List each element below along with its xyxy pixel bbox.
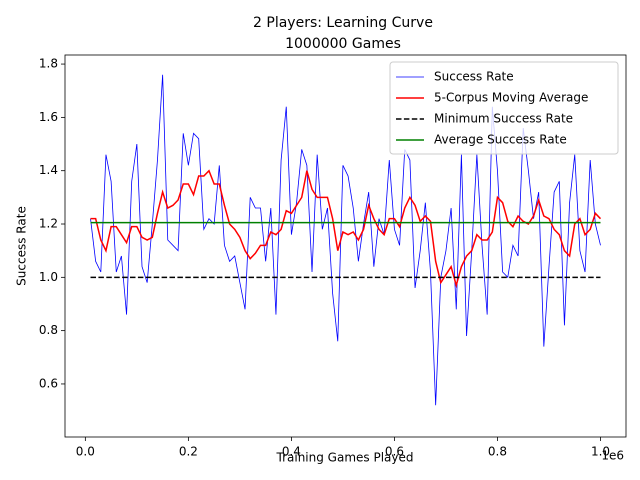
legend-label: Success Rate — [434, 70, 514, 84]
plot-frame — [64, 54, 627, 438]
chart-subtitle: 1000000 Games — [285, 36, 401, 52]
legend-label: Average Success Rate — [434, 133, 567, 147]
legend-box — [389, 61, 619, 155]
x-tick-label: 0.6 — [385, 445, 404, 459]
y-tick-label: 1.4 — [39, 163, 58, 177]
y-tick-label: 1.6 — [39, 110, 58, 124]
x-tick-label: 0.4 — [282, 445, 301, 459]
y-tick-label: 1.2 — [39, 217, 58, 231]
x-tick-label: 0.8 — [488, 445, 507, 459]
legend-label: Minimum Success Rate — [434, 112, 573, 126]
series-line — [90, 169, 602, 289]
y-tick-label: 0.6 — [39, 376, 58, 390]
y-tick-label: 1.8 — [39, 57, 58, 71]
x-axis-label: Training Games Played — [276, 451, 414, 465]
x-tick-label: 0.0 — [76, 445, 95, 459]
x-tick-label: 0.2 — [179, 445, 198, 459]
y-tick-label: 0.8 — [39, 323, 58, 337]
y-tick-label: 1.0 — [39, 270, 58, 284]
x-offset-label: 1e6 — [601, 449, 624, 463]
legend-label: 5-Corpus Moving Average — [434, 91, 588, 105]
series-line — [90, 74, 601, 406]
x-tick-label: 1.0 — [591, 445, 610, 459]
y-axis-label: Success Rate — [15, 206, 29, 286]
chart-title: 2 Players: Learning Curve — [253, 15, 433, 31]
